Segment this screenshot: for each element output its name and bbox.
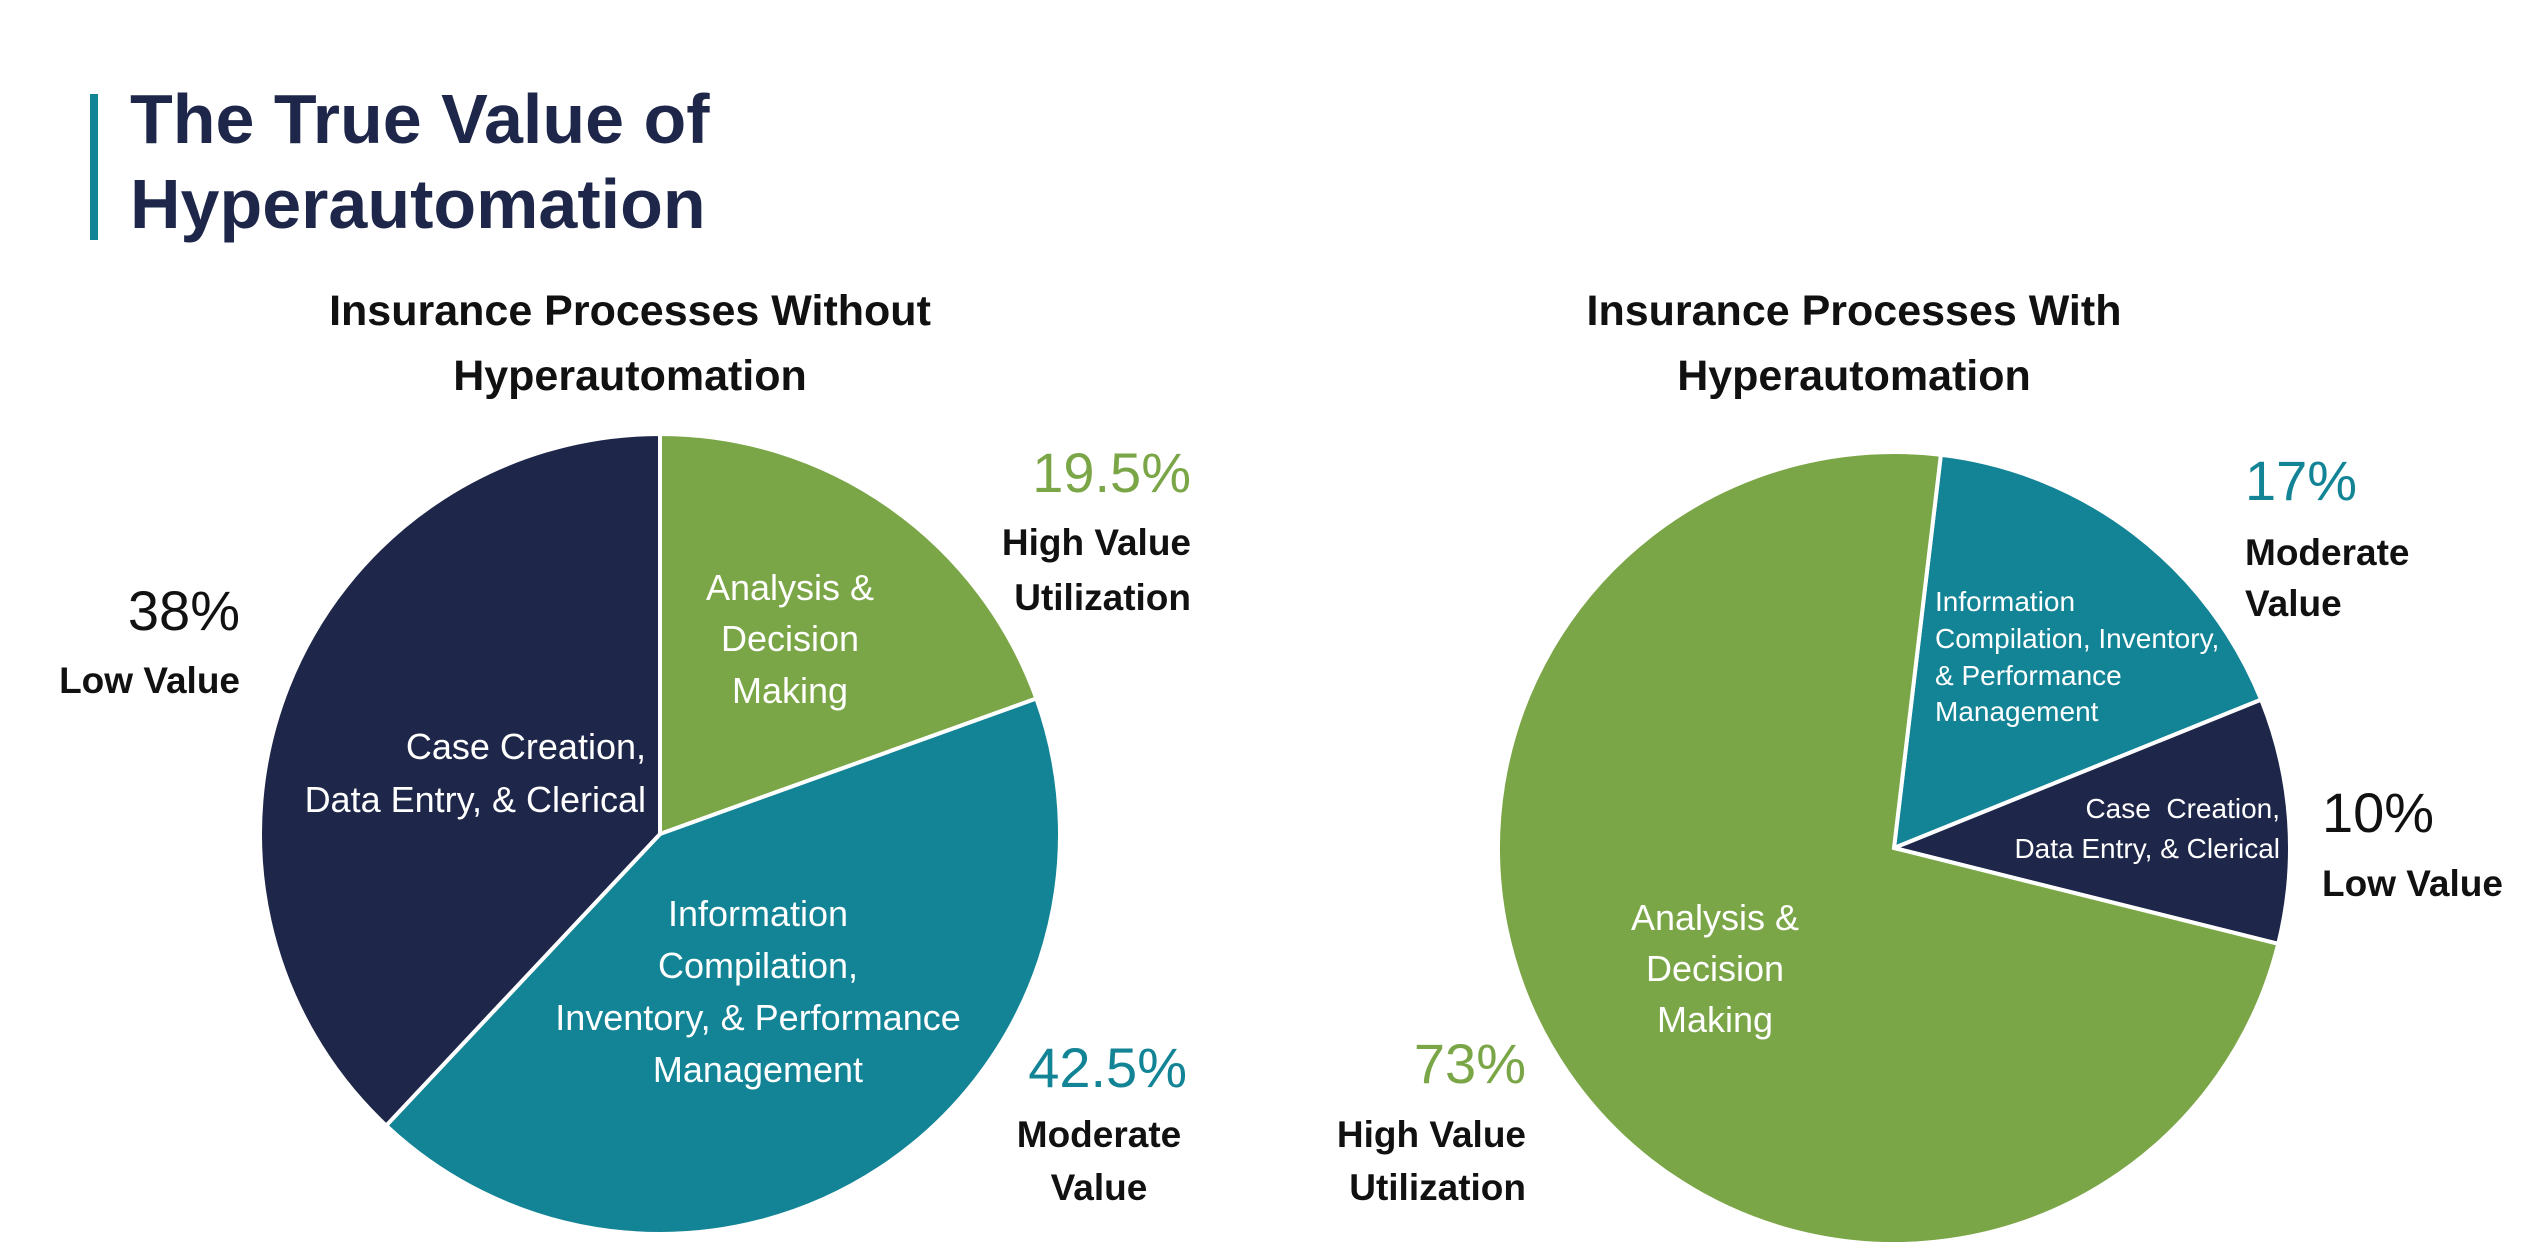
category-label-moderate: Value — [1051, 1167, 1148, 1208]
pie-slices — [1496, 450, 2292, 1246]
chart-title-line-2: Hyperautomation — [1677, 352, 2031, 400]
chart-title-line-1: Insurance Processes Without — [329, 287, 931, 335]
slice-label-line: Inventory, & Performance — [555, 997, 961, 1038]
value-label-high: 73% — [1414, 1032, 1526, 1095]
pie-slice-0 — [658, 431, 1039, 837]
slice-label-analysis: Analysis & Decision Making — [1631, 897, 1799, 1040]
slice-label-line: Data Entry, & Clerical — [305, 779, 646, 820]
pie-slice-0 — [1891, 452, 2264, 852]
pie-slice-2 — [1496, 450, 2281, 1246]
page-title-line-2: Hyperautomation — [130, 165, 706, 243]
slice-label-line: & Performance — [1935, 660, 2122, 691]
slice-label-line: Case Creation, — [406, 726, 646, 767]
slice-label-analysis: Analysis & Decision Making — [706, 567, 874, 711]
category-label-moderate: Moderate — [1017, 1114, 1181, 1155]
category-label-moderate: Value — [2245, 583, 2342, 624]
value-label-moderate: 42.5% — [1028, 1036, 1187, 1099]
slice-label-case-creation: Case Creation, Data Entry, & Clerical — [305, 726, 646, 820]
page-title-line-1: The True Value of — [130, 80, 710, 158]
pie-chart-without: Insurance Processes Without Hyperautomat… — [59, 287, 1191, 1236]
category-label-low: Low Value — [2322, 863, 2503, 904]
slice-label-line: Compilation, — [658, 945, 858, 986]
slice-label-case-creation: Case Creation, Data Entry, & Clerical — [2014, 793, 2280, 864]
slice-label-line: Data Entry, & Clerical — [2014, 833, 2280, 864]
pie-slices — [258, 431, 1062, 1236]
category-label-low: Low Value — [59, 660, 240, 701]
slice-label-line: Information — [1935, 586, 2075, 617]
value-label-moderate: 17% — [2245, 449, 2357, 512]
pie-chart-with: Insurance Processes With Hyperautomation… — [1337, 287, 2503, 1246]
title-accent-bar — [90, 94, 98, 240]
slice-label-information: Information Compilation, Inventory, & Pe… — [1935, 586, 2219, 727]
pie-slice-1 — [383, 695, 1062, 1236]
slice-label-line: Management — [1935, 696, 2099, 727]
category-label-high: High Value — [1002, 522, 1191, 563]
slice-label-line: Analysis & — [1631, 897, 1799, 938]
slice-label-line: Case Creation, — [2085, 793, 2280, 824]
slice-label-line: Making — [1657, 999, 1773, 1040]
value-label-high: 19.5% — [1032, 441, 1191, 504]
category-label-high: High Value — [1337, 1114, 1526, 1155]
pie-slice-2 — [258, 431, 662, 1129]
category-label-high: Utilization — [1014, 577, 1191, 618]
value-label-low: 10% — [2322, 781, 2434, 844]
chart-title-line-2: Hyperautomation — [453, 352, 807, 400]
slice-label-line: Decision — [1646, 948, 1784, 989]
slice-label-line: Decision — [721, 618, 859, 659]
slice-label-line: Analysis & — [706, 567, 874, 608]
slice-label-line: Making — [732, 670, 848, 711]
slice-label-line: Management — [653, 1049, 863, 1090]
pie-slice-1 — [1887, 697, 2292, 947]
slice-label-information: Information Compilation, Inventory, & Pe… — [555, 893, 961, 1090]
slice-label-line: Compilation, Inventory, — [1935, 623, 2219, 654]
category-label-moderate: Moderate — [2245, 532, 2409, 573]
value-label-low: 38% — [128, 579, 240, 642]
slice-label-line: Information — [668, 893, 848, 934]
chart-title-line-1: Insurance Processes With — [1587, 287, 2122, 335]
category-label-high: Utilization — [1349, 1167, 1526, 1208]
